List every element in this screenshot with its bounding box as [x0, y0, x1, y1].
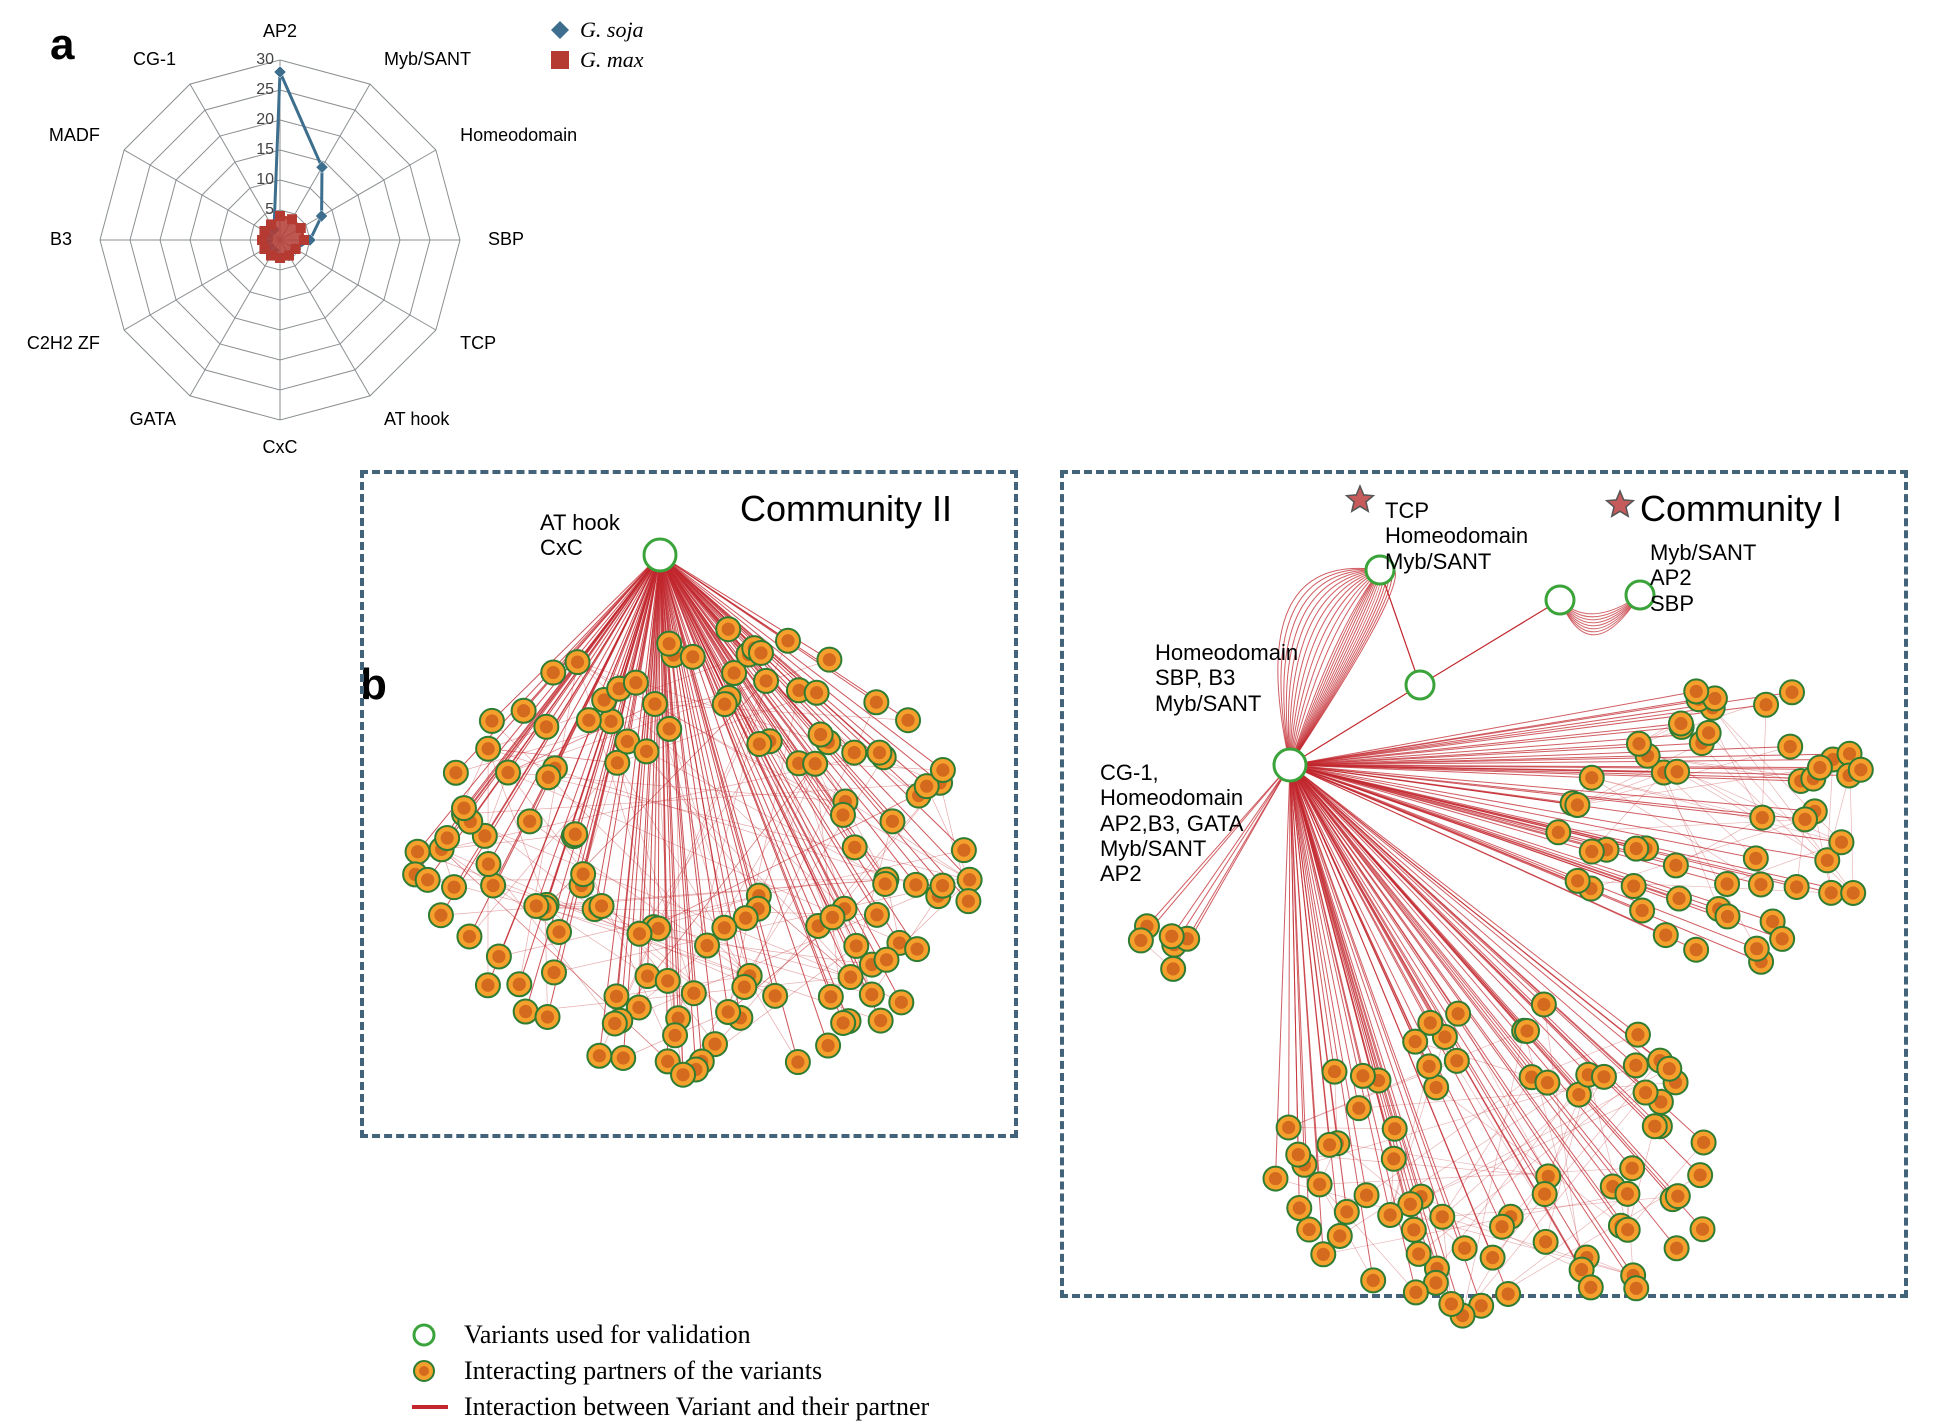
annotations: AT hook CxC TCP Homeodomain Myb/SANT Myb/S… [0, 0, 1946, 1426]
legend-row: Variants used for validation [410, 1320, 929, 1350]
comm1-annot-0: TCP Homeodomain Myb/SANT [1385, 498, 1528, 574]
legend-row: Interacting partners of the variants [410, 1356, 929, 1386]
comm1-annot-3: CG-1, Homeodomain AP2,B3, GATA Myb/SANT … [1100, 760, 1243, 886]
comm1-annot-2: Homeodomain SBP, B3 Myb/SANT [1155, 640, 1298, 716]
legend-text: Interaction between Variant and their pa… [464, 1392, 929, 1422]
comm1-annot-1: Myb/SANT AP2 SBP [1650, 540, 1756, 616]
comm2-hub-annot: AT hook CxC [540, 510, 620, 561]
legend-swatch-hub [410, 1321, 450, 1349]
legend-swatch-edge [410, 1393, 450, 1421]
legend-swatch-node [410, 1357, 450, 1385]
legend-row: Interaction between Variant and their pa… [410, 1392, 929, 1422]
panel-b-legend: Variants used for validation Interacting … [410, 1320, 929, 1426]
legend-text: Interacting partners of the variants [464, 1356, 822, 1386]
legend-text: Variants used for validation [464, 1320, 751, 1350]
